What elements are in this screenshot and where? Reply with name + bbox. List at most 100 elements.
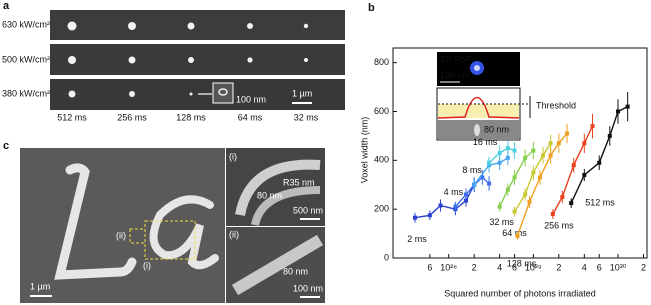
series-line	[570, 105, 629, 204]
x-tick-label: 2	[556, 262, 561, 272]
series-label: 32 ms	[489, 217, 514, 227]
y-tick-label: 200	[374, 204, 389, 214]
inset-title: TP-PSF	[440, 54, 473, 64]
annotation: 80 nm	[257, 190, 282, 200]
series: 128 ms	[507, 123, 570, 268]
panel-label: a	[3, 0, 10, 12]
threshold-band	[438, 104, 519, 118]
x-tick-label: 2	[472, 262, 477, 272]
point	[571, 163, 576, 168]
sem-row	[50, 79, 345, 110]
inset-label: (i)	[229, 151, 237, 161]
region-box	[144, 220, 196, 260]
series-label: 8 ms	[462, 165, 482, 175]
letter-a	[149, 195, 219, 270]
point	[625, 104, 630, 109]
structure	[251, 186, 321, 227]
structure	[235, 159, 321, 217]
row-label: 630 kW/cm²	[2, 19, 50, 29]
letter-l	[54, 163, 137, 280]
annotation: Threshold	[536, 100, 576, 110]
scale-label: 100 nm	[440, 70, 470, 80]
point	[512, 148, 517, 153]
panel-b: b Voxel width (nm) Squared number of pho…	[359, 2, 595, 298]
series-label: 512 ms	[585, 197, 615, 207]
point	[505, 155, 510, 160]
sem-image	[20, 148, 225, 303]
point	[480, 175, 485, 180]
point	[438, 203, 443, 208]
row-label: 380 kW/cm²	[2, 88, 50, 98]
point	[515, 234, 520, 239]
psf-core	[474, 65, 480, 71]
point	[550, 212, 555, 217]
scale-label: 500 nm	[293, 205, 323, 215]
inset-label: (ii)	[229, 229, 239, 239]
x-tick-label: 6	[597, 262, 602, 272]
series: 2 ms	[407, 177, 477, 244]
y-tick-label: 0	[384, 252, 389, 262]
point	[523, 192, 528, 197]
point	[497, 204, 502, 209]
point	[597, 160, 602, 165]
y-tick-label: 600	[374, 106, 389, 116]
scale-label: 100 nm	[236, 94, 266, 104]
scale-label: 1 µm	[30, 281, 50, 291]
point	[497, 151, 502, 155]
point	[505, 187, 510, 192]
point	[548, 141, 553, 146]
series: 4 ms	[444, 170, 492, 212]
point	[540, 153, 545, 158]
time-label: 32 ms	[294, 112, 319, 122]
point	[427, 213, 432, 218]
point	[527, 199, 532, 204]
series: 64 ms	[502, 134, 553, 238]
series-label: 2 ms	[407, 234, 427, 244]
y-tick-label: 800	[374, 57, 389, 67]
region-label: (i)	[143, 260, 151, 270]
region-label: (ii)	[116, 230, 126, 240]
series-line	[414, 184, 475, 219]
point	[512, 175, 517, 180]
x-axis-label: Squared number of photons irradiated	[444, 288, 596, 298]
x-tick-label: 6	[427, 262, 432, 272]
x-tick-label: 4	[582, 262, 587, 272]
series: 16 ms	[473, 137, 517, 169]
series: 512 ms	[569, 91, 630, 208]
y-axis-label: Voxel width (nm)	[359, 117, 369, 184]
series: 32 ms	[489, 142, 536, 227]
time-label: 128 ms	[176, 112, 206, 122]
x-tick-label: 2	[641, 262, 646, 272]
time-label: 64 ms	[238, 112, 263, 122]
inset	[212, 82, 234, 104]
point	[512, 209, 517, 214]
series: 8 ms	[462, 150, 510, 191]
series-label: 128 ms	[507, 258, 537, 268]
x-tick-label: 10²⁸	[440, 262, 457, 272]
series-line	[473, 157, 509, 186]
point	[463, 192, 468, 197]
point	[582, 141, 587, 146]
scale-label: 1 µm	[292, 88, 312, 98]
sem-row	[50, 10, 345, 40]
series-label: 64 ms	[502, 228, 527, 238]
structure	[231, 234, 324, 296]
point	[472, 182, 477, 187]
x-tick-label: 10³⁰	[610, 262, 627, 272]
point	[523, 155, 528, 160]
point	[582, 172, 587, 177]
x-tick-label: 10²⁹	[525, 262, 542, 272]
point	[538, 175, 543, 180]
point	[565, 131, 570, 136]
point	[590, 124, 595, 129]
point	[531, 170, 536, 175]
x-tick-label: 6	[512, 262, 517, 272]
point	[487, 181, 492, 186]
point	[505, 146, 510, 151]
point	[607, 133, 612, 138]
panel-a: a 100 nm 1 µm 630 kW/cm² 500 kW/cm² 380 …	[2, 0, 345, 122]
series-label: 16 ms	[473, 137, 498, 147]
voxels	[67, 21, 309, 98]
series-line	[514, 142, 552, 212]
